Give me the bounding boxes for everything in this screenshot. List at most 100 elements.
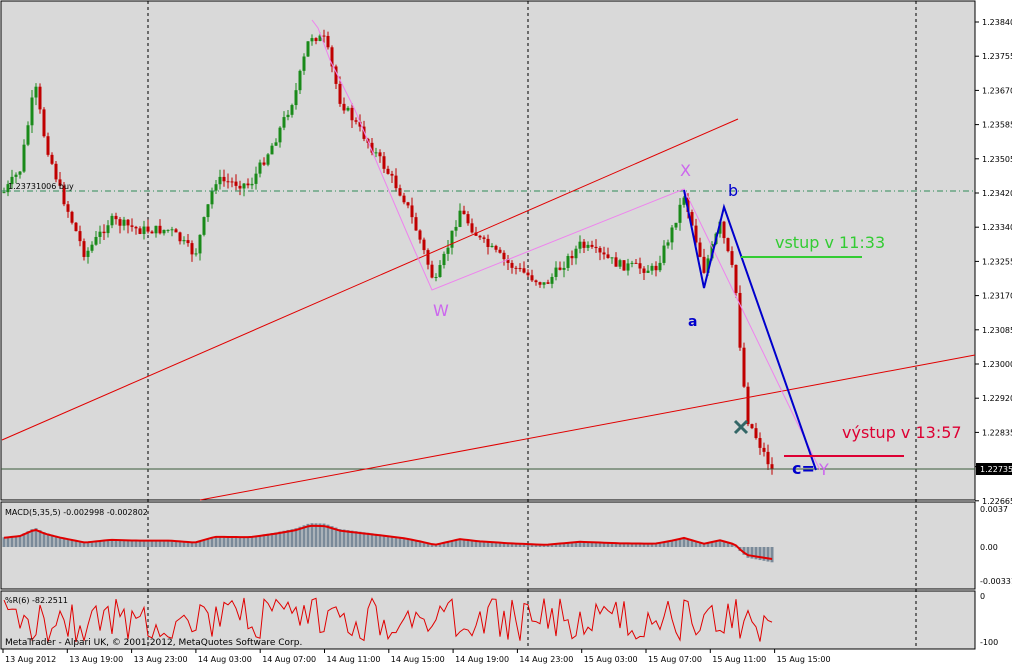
macd-bar [214, 536, 218, 547]
macd-bar [206, 538, 210, 547]
candle-body [766, 451, 770, 465]
candle-body [102, 231, 106, 234]
macd-bar [278, 531, 282, 547]
macd-bar [250, 536, 254, 547]
wave-abc[interactable] [683, 189, 817, 471]
candle-body [614, 257, 618, 267]
candle-body [550, 276, 554, 284]
candle-body [654, 265, 658, 271]
trendline-upper [1, 118, 739, 441]
candle-body [210, 190, 214, 205]
candle-body [170, 229, 174, 231]
close-cross-icon [733, 419, 749, 435]
macd-bar [706, 543, 710, 547]
macd-bar [210, 537, 214, 547]
macd-bar [226, 536, 230, 547]
macd-bar [498, 543, 502, 547]
candle-body [506, 259, 510, 263]
macd-bar [386, 535, 390, 547]
x-tick-label: 13 Aug 2012 [5, 655, 56, 664]
candle-body [546, 282, 550, 284]
candle-body [590, 244, 594, 247]
macd-bar [198, 541, 202, 547]
candle-body [278, 127, 282, 143]
candle-body [230, 181, 234, 183]
y-tick-label: 1.23255 [982, 257, 1012, 266]
candle-body [674, 222, 678, 228]
macd-bar [46, 533, 50, 547]
macd-tick-bottom: -0.00331 [980, 577, 1012, 586]
candle-body [618, 260, 622, 267]
candle-body [498, 249, 502, 253]
candle-body [142, 226, 146, 234]
macd-bar [346, 530, 350, 547]
macd-bar [382, 534, 386, 547]
candle-body [718, 221, 722, 234]
candle-body [434, 277, 438, 279]
candle-body [150, 231, 154, 234]
candle-body [694, 225, 698, 243]
candle-body [370, 142, 374, 153]
x-tick-label: 15 Aug 03:00 [584, 655, 638, 664]
macd-bar [422, 542, 426, 547]
candle-body [26, 125, 30, 145]
macd-bar [162, 540, 166, 547]
williams-tick-top: 0 [980, 592, 985, 601]
macd-tick-top: 0.0037 [980, 505, 1008, 514]
macd-bar [130, 540, 134, 547]
macd-bar [394, 536, 398, 547]
candle-body [610, 257, 614, 259]
macd-bar [438, 544, 442, 547]
macd-bar [178, 541, 182, 547]
candle-body [670, 227, 674, 243]
candle-body [754, 428, 758, 439]
macd-bar [118, 540, 122, 547]
candle-body [70, 211, 74, 223]
macd-bar [18, 535, 22, 547]
candle-body [202, 217, 206, 235]
macd-bar [710, 542, 714, 547]
y-tick-label: 1.22920 [982, 394, 1012, 403]
macd-bar [326, 524, 330, 547]
macd-title: MACD(5,35,5) -0.002998 -0.002802 [5, 508, 148, 517]
candle-body [494, 245, 498, 250]
candle-body [298, 70, 302, 91]
candle-body [226, 181, 230, 183]
macd-bar [286, 529, 290, 547]
trend-lines[interactable] [1, 118, 976, 501]
candle-body [478, 235, 482, 238]
candlesticks [2, 29, 774, 475]
macd-bar [534, 545, 538, 547]
macd-bar [546, 545, 550, 547]
williams-title: %R(6) -82.2511 [5, 596, 68, 605]
macd-bar [406, 538, 410, 547]
macd-bar [494, 542, 498, 547]
macd-bar [670, 540, 674, 547]
x-tick-label: 14 Aug 11:00 [327, 655, 381, 664]
candle-body [238, 185, 242, 189]
wave-w-x-y[interactable] [311, 19, 821, 471]
candle-body [242, 183, 246, 189]
wave-label-c: c= [792, 459, 815, 478]
exit-annotation: výstup v 13:57 [842, 423, 962, 442]
macd-bar [238, 536, 242, 547]
candle-body [66, 204, 70, 212]
macd-bar [266, 533, 270, 547]
macd-bar [430, 544, 434, 547]
candle-body [598, 248, 602, 253]
macd-bar [290, 529, 294, 547]
candle-body [630, 262, 634, 264]
macd-bar [246, 536, 250, 547]
candle-body [206, 204, 210, 218]
macd-bar [666, 541, 670, 547]
macd-bar [574, 542, 578, 547]
wave-label-a: a [688, 314, 697, 330]
candle-body [310, 38, 314, 42]
candle-body [18, 171, 22, 175]
candle-body [146, 226, 150, 232]
williams-panel[interactable] [0, 590, 976, 650]
candle-body [30, 97, 34, 126]
macd-bar [114, 539, 118, 547]
macd-bar [146, 540, 150, 547]
